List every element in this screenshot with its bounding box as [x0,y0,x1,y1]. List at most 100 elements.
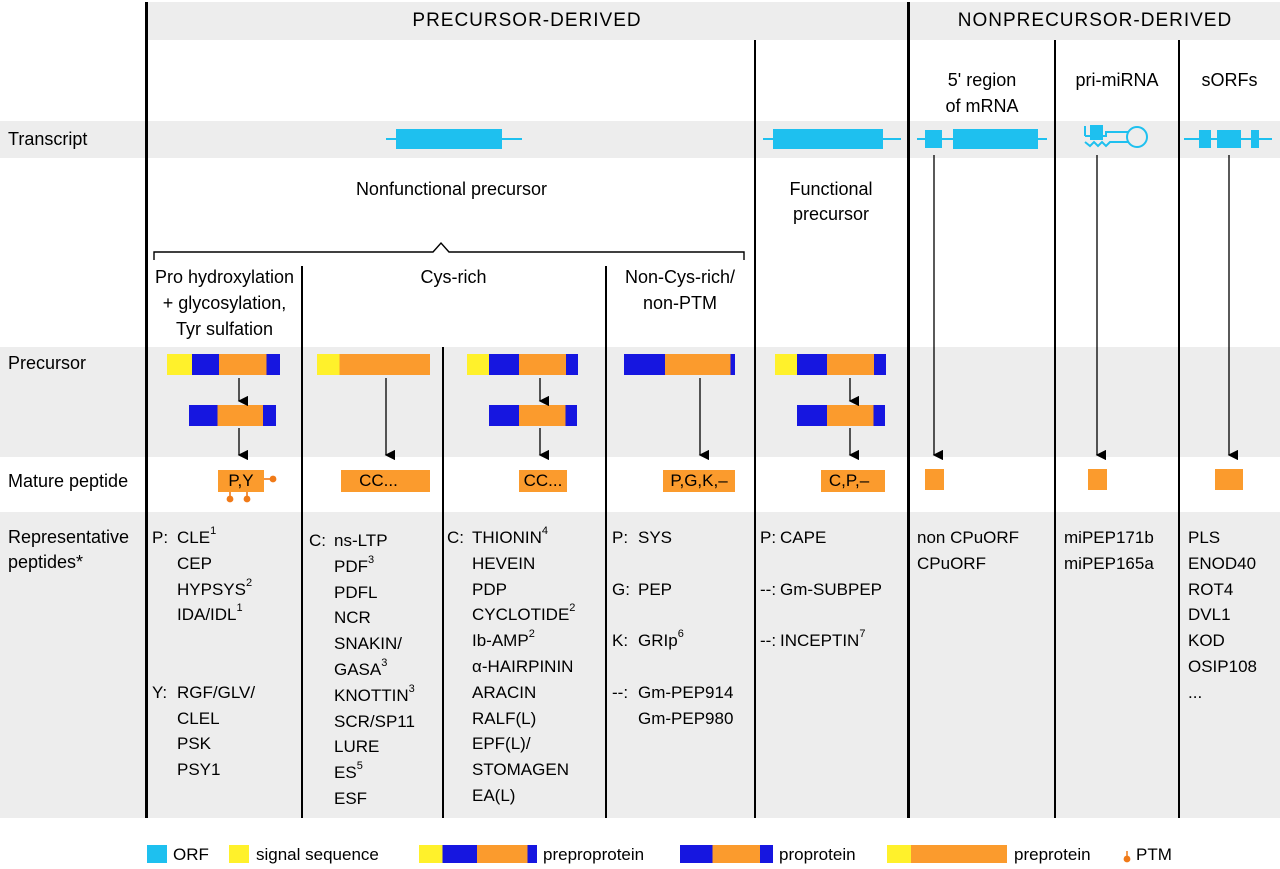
divider-functional [754,40,756,818]
peptide-row: GASA3 [309,657,415,683]
peptide-row: PLS [1188,525,1257,551]
subgroup-non-cys-2: non-PTM [642,293,718,313]
peptide-prefix: P: [760,528,777,547]
peptide-prefix: C: [309,531,326,550]
col5-mature-label: C,P,– [828,471,870,490]
peptide-prefix: G: [612,579,630,599]
peptide-name: RGF/GLV/ [177,682,256,702]
subgroup-pro-hydrox-3: Tyr sulfation [175,319,274,339]
peptide-name: Ib-AMP [472,631,529,651]
peptide-name: STOMAGEN [472,760,569,780]
peptide-name: KOD [1188,631,1225,651]
peptide-name: PSK [177,734,212,754]
source-pri-mirna: pri-miRNA [1075,70,1159,90]
peptide-list-col4: P: SYS G: PEP K: GRIp6 --: Gm-PEP914 Gm-PEP980 [612,525,733,731]
peptide-row: non CPuORF [917,525,1019,551]
peptide-name: Gm-PEP980 [638,708,734,728]
transcript-sorfs [1184,130,1272,148]
subgroup-cys-rich: Cys-rich [420,267,487,287]
peptide-row: RALF(L) [447,706,575,732]
subgroup-pro-hydrox-1: Pro hydroxylation [154,267,295,287]
row-label-transcript: Transcript [8,129,88,149]
peptide-row: HEVEIN [447,551,575,577]
peptide-row: DVL1 [1188,602,1257,628]
peptide-row [760,602,882,628]
peptide-name: SCR/SP11 [334,711,415,731]
peptide-name: NCR [334,608,371,628]
peptide-name: PLS [1188,528,1221,547]
peptide-name: THIONIN [472,528,542,547]
subgroup-pro-hydrox-2: + glycosylation, [162,293,287,313]
source-5prime-line2: of mRNA [945,96,1019,116]
peptide-row: --: INCEPTIN7 [760,628,882,654]
legend-orf-swatch [147,845,167,863]
peptide-prefix: --: [760,579,777,599]
row-label-peptides: peptides* [8,552,84,572]
col8-mature [1215,469,1243,490]
header-nonprecursor-derived: NONPRECURSOR-DERIVED [957,10,1233,31]
row-label-mature-peptide: Mature peptide [8,471,129,491]
peptide-row: CYCLOTIDE2 [447,602,575,628]
peptide-name: INCEPTIN [780,631,860,651]
legend-preprotein-label: preprotein [1014,845,1091,864]
peptide-row: LURE [309,734,415,760]
peptide-footnote: 1 [210,525,217,537]
col3-preproprotein [467,354,578,375]
label-functional-line1: Functional [789,179,873,199]
legend-signal-swatch [229,845,249,863]
peptide-row: PDF3 [309,554,415,580]
peptide-prefix: Y: [152,682,168,702]
peptide-prefix: --: [612,682,629,702]
peptide-row: SCR/SP11 [309,709,415,735]
legend-preprotein-swatch [887,845,1007,863]
representative-band [0,512,1280,818]
peptide-prefix: --: [760,631,777,651]
peptide-name: CAPE [780,528,827,547]
col1-ptm-marks [226,475,277,503]
col3-mature [519,470,567,492]
precursor-brace [153,241,745,260]
peptide-prefix: K: [612,631,629,651]
col2-mature-label: CC... [359,471,398,490]
peptide-row: C: ns-LTP [309,528,415,554]
peptide-name: ES [334,763,357,783]
peptide-row [760,551,882,577]
transcript-nonfunctional [386,129,522,149]
peptide-name: Gm-PEP914 [638,682,734,702]
peptide-row: OSIP108 [1188,654,1257,680]
peptide-row: P: SYS [612,525,733,551]
peptide-name: GASA [334,659,382,679]
col7-mature [1088,469,1107,490]
peptide-name: ESF [334,788,368,808]
peptide-row: KNOTTIN3 [309,683,415,709]
subgroup-non-cys-1: Non-Cys-rich/ [624,267,735,287]
peptide-footnote: 6 [677,628,684,641]
peptide-footnote: 1 [236,602,243,615]
peptide-footnote: 5 [356,760,363,773]
transcript-pri-mirna [1084,125,1148,148]
col4-proprotein [624,354,735,375]
arrows-nonprecursor [932,155,1239,461]
divider-sorfs [1178,40,1180,818]
peptide-name: OSIP108 [1188,656,1257,676]
peptide-footnote: 2 [528,628,535,641]
peptide-row [612,654,733,680]
divider-main-mid [907,2,910,818]
peptide-footnote: 3 [381,656,388,669]
peptide-list-col3: C: THIONIN4 HEVEIN PDP CYCLOTIDE2 Ib-AMP2 α-HA… [447,525,575,809]
peptide-row: ES5 [309,760,415,786]
peptide-footnote: 2 [569,602,576,615]
peptide-name: EPF(L)/ [472,734,531,754]
col1-proprotein [189,405,276,426]
peptide-row: --: Gm-PEP914 [612,680,733,706]
peptide-name: SNAKIN/ [334,634,403,654]
peptide-row: --: Gm-SUBPEP [760,577,882,603]
peptide-list-col5: P: CAPE --: Gm-SUBPEP --: INCEPTIN7 [760,525,882,654]
peptide-row [612,551,733,577]
peptide-footnote: 3 [368,553,375,566]
peptide-row: Y: RGF/GLV/ [152,680,255,706]
peptide-row: G: PEP [612,577,733,603]
peptide-row: CEP [152,551,255,577]
peptide-name: CPuORF [917,553,986,573]
peptide-name: PDF [334,556,368,576]
